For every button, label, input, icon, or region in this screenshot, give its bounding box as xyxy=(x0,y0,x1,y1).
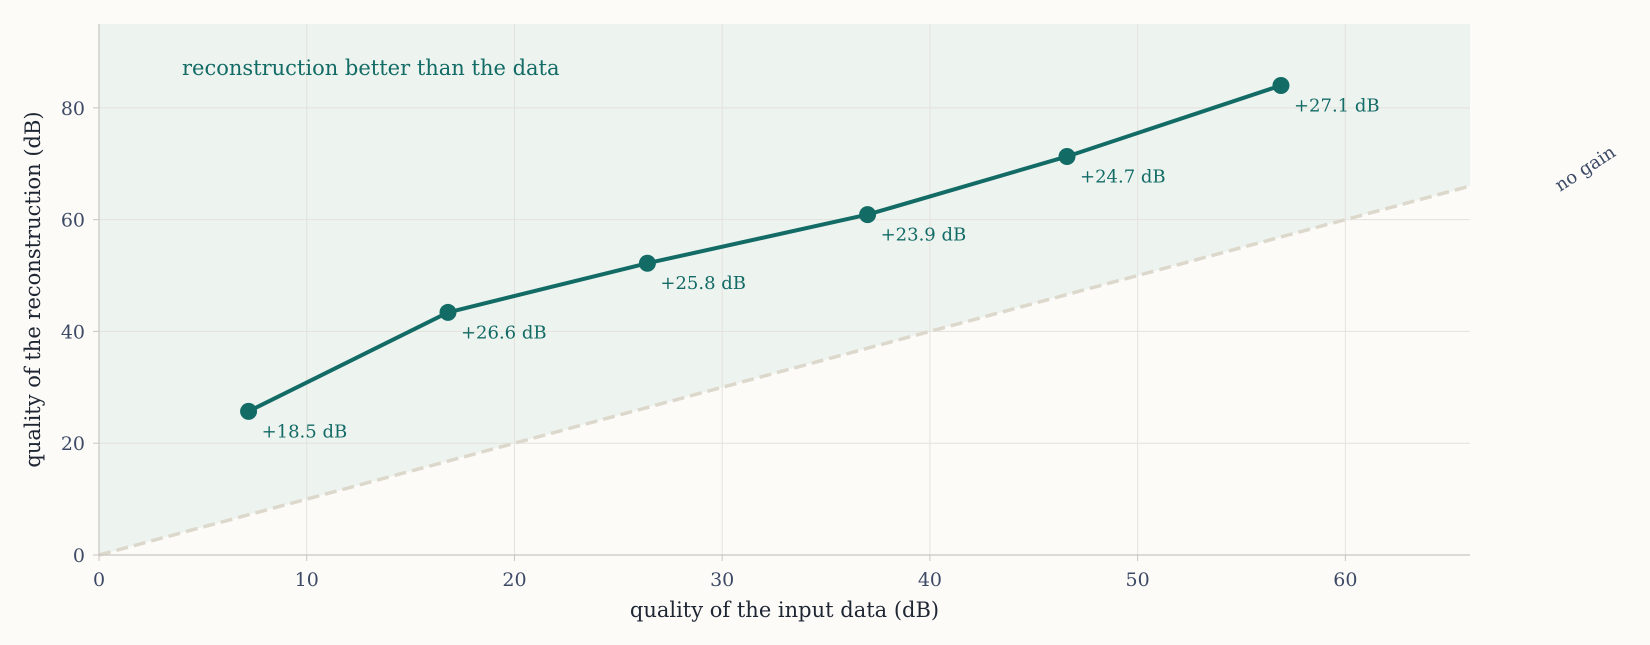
x-tick-label: 50 xyxy=(1126,569,1150,591)
data-point xyxy=(859,206,877,224)
gain-label: +25.8 dB xyxy=(660,273,746,294)
gain-label: +26.6 dB xyxy=(461,322,547,343)
tick-labels: 0 10 20 30 40 50 60 0 20 40 60 80 xyxy=(61,98,1358,591)
x-tick-label: 0 xyxy=(93,569,105,591)
x-tick-label: 60 xyxy=(1333,569,1357,591)
y-tick-label: 20 xyxy=(61,433,85,455)
data-point xyxy=(439,303,457,321)
data-point xyxy=(1058,147,1076,165)
x-axis-title: quality of the input data (dB) xyxy=(630,598,939,622)
grid xyxy=(99,24,1470,555)
y-tick-label: 40 xyxy=(61,321,85,343)
better-region xyxy=(99,24,1470,555)
y-axis-title: quality of the reconstruction (dB) xyxy=(21,111,45,467)
x-tick-label: 40 xyxy=(918,569,942,591)
gain-label: +24.7 dB xyxy=(1080,166,1166,187)
y-tick-label: 60 xyxy=(61,210,85,232)
gain-label: +18.5 dB xyxy=(262,421,348,442)
data-point xyxy=(240,402,258,420)
region-label: reconstruction better than the data xyxy=(182,56,560,80)
no-gain-line xyxy=(98,184,1471,557)
data-point xyxy=(1272,76,1290,94)
x-tick-label: 30 xyxy=(710,569,734,591)
y-tick-label: 80 xyxy=(61,98,85,120)
x-tick-label: 10 xyxy=(295,569,319,591)
data-point xyxy=(638,254,656,272)
series-line xyxy=(247,83,1282,414)
y-tick-label: 0 xyxy=(73,545,85,567)
axes xyxy=(98,24,1470,556)
gain-label: +27.1 dB xyxy=(1294,95,1380,116)
gain-labels: +18.5 dB +26.6 dB +25.8 dB +23.9 dB +24.7 dB… xyxy=(262,95,1380,442)
data-points xyxy=(240,76,1290,420)
x-tick-label: 20 xyxy=(502,569,526,591)
gain-label: +23.9 dB xyxy=(881,225,967,246)
